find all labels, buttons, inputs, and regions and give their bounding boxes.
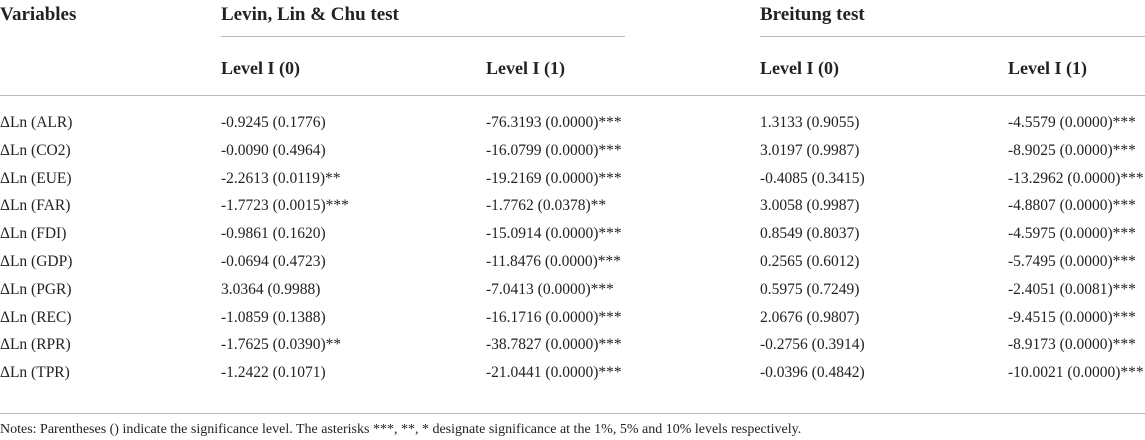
cell-breitung-level0: 0.8549 (0.8037) xyxy=(760,225,860,243)
breitung-group-underline xyxy=(760,36,1145,37)
cell-breitung-level1: -4.5579 (0.0000)*** xyxy=(1008,114,1136,131)
cell-variable: ΔLn (EUE) xyxy=(0,169,72,187)
cell-llc-level0: -1.7723 (0.0015)*** xyxy=(221,197,349,215)
cell-breitung-level0: 0.2565 (0.6012) xyxy=(760,253,860,270)
header-llc-level0: Level I (0) xyxy=(221,58,300,78)
cell-llc-level0: -1.2422 (0.1071) xyxy=(221,364,326,382)
cell-llc-level0: -0.9861 (0.1620) xyxy=(221,225,326,243)
cell-breitung-level0: -0.2756 (0.3914) xyxy=(760,336,865,354)
cell-breitung-level0: 3.0058 (0.9987) xyxy=(760,197,860,215)
cell-breitung-level0: 2.0676 (0.9807) xyxy=(760,308,860,326)
cell-llc-level1: -1.7762 (0.0378)** xyxy=(486,197,607,215)
table-bottom-rule xyxy=(0,413,1145,414)
cell-breitung-level0: 3.0197 (0.9987) xyxy=(760,141,860,159)
cell-llc-level1: -16.1716 (0.0000)*** xyxy=(486,308,622,326)
cell-breitung-level1: -8.9173 (0.0000)*** xyxy=(1008,336,1136,354)
cell-llc-level1: -21.0441 (0.0000)*** xyxy=(486,364,622,382)
cell-llc-level1: -16.0799 (0.0000)*** xyxy=(486,141,622,159)
cell-breitung-level1: -2.4051 (0.0081)*** xyxy=(1008,280,1136,298)
header-variables: Variables xyxy=(0,4,77,25)
cell-breitung-level1: -5.7495 (0.0000)*** xyxy=(1008,253,1136,270)
cell-llc-level0: -1.0859 (0.1388) xyxy=(221,308,326,326)
cell-llc-level1: -11.8476 (0.0000)*** xyxy=(486,253,622,270)
cell-variable: ΔLn (ALR) xyxy=(0,114,73,131)
cell-variable: ΔLn (FAR) xyxy=(0,197,71,215)
table-row: ΔLn (TPR) -1.2422 (0.1071) -21.0441 (0.000… xyxy=(0,359,1145,386)
cell-breitung-level0: 0.5975 (0.7249) xyxy=(760,280,860,298)
cell-llc-level0: -2.2613 (0.0119)** xyxy=(221,169,341,187)
cell-variable: ΔLn (FDI) xyxy=(0,225,67,243)
cell-variable: ΔLn (TPR) xyxy=(0,364,70,382)
cell-breitung-level0: -0.0396 (0.4842) xyxy=(760,364,865,382)
table-row: ΔLn (FAR) -1.7723 (0.0015)*** -1.7762 (0.0… xyxy=(0,192,1145,219)
llc-group-underline xyxy=(221,36,625,37)
cell-breitung-level1: -10.0021 (0.0000)*** xyxy=(1008,364,1144,382)
header-bottom-rule xyxy=(0,95,1145,96)
header-llc-group: Levin, Lin & Chu test xyxy=(221,4,399,25)
table-row: ΔLn (EUE) -2.2613 (0.0119)** -19.2169 (0.0… xyxy=(0,165,1145,192)
table-row: ΔLn (ALR) -0.9245 (0.1776) -76.3193 (0.000… xyxy=(0,109,1145,136)
cell-llc-level1: -38.7827 (0.0000)*** xyxy=(486,336,622,354)
cell-breitung-level1: -4.8807 (0.0000)*** xyxy=(1008,197,1136,215)
cell-llc-level0: 3.0364 (0.9988) xyxy=(221,280,321,298)
header-breitung-level0: Level I (0) xyxy=(760,58,839,78)
header-breitung-level1: Level I (1) xyxy=(1008,58,1087,78)
cell-llc-level0: -0.9245 (0.1776) xyxy=(221,114,326,131)
table-row: ΔLn (FDI) -0.9861 (0.1620) -15.0914 (0.000… xyxy=(0,220,1145,247)
cell-variable: ΔLn (CO2) xyxy=(0,141,71,159)
table-notes: Notes: Parentheses () indicate the signi… xyxy=(0,422,802,437)
table-row: ΔLn (RPR) -1.7625 (0.0390)** -38.7827 (0.0… xyxy=(0,331,1145,358)
cell-llc-level0: -0.0694 (0.4723) xyxy=(221,253,326,270)
cell-breitung-level0: -0.4085 (0.3415) xyxy=(760,169,865,187)
cell-breitung-level1: -9.4515 (0.0000)*** xyxy=(1008,308,1136,326)
table-row: ΔLn (CO2) -0.0090 (0.4964) -16.0799 (0.000… xyxy=(0,137,1145,164)
table-row: ΔLn (GDP) -0.0694 (0.4723) -11.8476 (0.000… xyxy=(0,248,1145,275)
cell-llc-level1: -15.0914 (0.0000)*** xyxy=(486,225,622,243)
header-llc-level1: Level I (1) xyxy=(486,58,565,78)
cell-variable: ΔLn (REC) xyxy=(0,308,72,326)
cell-llc-level1: -7.0413 (0.0000)*** xyxy=(486,280,614,298)
cell-breitung-level1: -13.2962 (0.0000)*** xyxy=(1008,169,1144,187)
table-row: ΔLn (PGR) 3.0364 (0.9988) -7.0413 (0.0000)… xyxy=(0,276,1145,303)
cell-llc-level1: -76.3193 (0.0000)*** xyxy=(486,114,622,131)
cell-variable: ΔLn (GDP) xyxy=(0,253,73,270)
table-row: ΔLn (REC) -1.0859 (0.1388) -16.1716 (0.000… xyxy=(0,304,1145,331)
cell-breitung-level1: -4.5975 (0.0000)*** xyxy=(1008,225,1136,243)
cell-variable: ΔLn (RPR) xyxy=(0,336,71,354)
cell-breitung-level1: -8.9025 (0.0000)*** xyxy=(1008,141,1136,159)
cell-breitung-level0: 1.3133 (0.9055) xyxy=(760,114,860,131)
header-breitung-group: Breitung test xyxy=(760,4,865,25)
cell-llc-level0: -0.0090 (0.4964) xyxy=(221,141,326,159)
cell-llc-level1: -19.2169 (0.0000)*** xyxy=(486,169,622,187)
cell-llc-level0: -1.7625 (0.0390)** xyxy=(221,336,342,354)
cell-variable: ΔLn (PGR) xyxy=(0,280,72,298)
